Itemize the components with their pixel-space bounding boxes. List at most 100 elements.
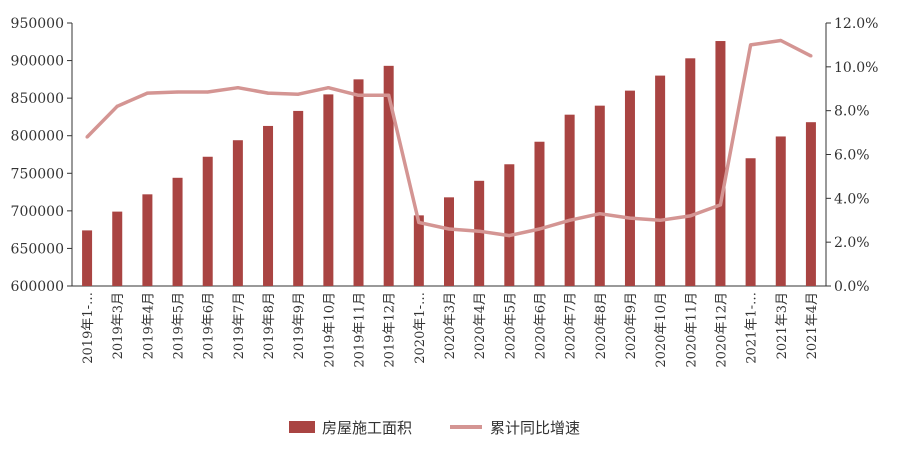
bar (82, 230, 93, 286)
right-tick-label: 2.0% (834, 235, 870, 251)
x-tick-label: 2020年12月 (714, 292, 729, 368)
line-point (206, 90, 210, 94)
bar (232, 140, 243, 286)
x-tick-label: 2021年4月 (805, 292, 820, 359)
line-point (115, 104, 119, 108)
x-tick-label: 2019年3月 (111, 292, 126, 359)
line-point (749, 43, 753, 47)
x-tick-label: 2019年5月 (172, 292, 187, 359)
line-point (296, 92, 300, 96)
line-point (507, 233, 511, 238)
bar (504, 164, 515, 286)
bar (353, 79, 364, 286)
bar (534, 141, 545, 286)
legend: 房屋施工面积 累计同比增速 (289, 419, 580, 437)
line-point (356, 93, 361, 97)
line-point (779, 38, 783, 43)
line-point (718, 203, 723, 207)
legend-label-bar: 房屋施工面积 (322, 419, 412, 437)
line-point (598, 212, 602, 216)
line-point (85, 135, 89, 139)
bar (715, 41, 726, 286)
x-tick-label: 2019年10月 (322, 292, 337, 368)
bar (413, 215, 424, 286)
x-tick-label: 2020年9月 (624, 292, 639, 359)
line-point (809, 54, 813, 58)
x-tick-label: 2020年7月 (564, 292, 579, 359)
bar (142, 194, 153, 286)
line-series (85, 38, 813, 238)
left-tick-label: 800000 (11, 129, 64, 145)
x-tick-label: 2020年3月 (443, 292, 458, 359)
bar (805, 122, 816, 286)
bar (474, 180, 485, 286)
bar (624, 90, 635, 286)
right-tick-label: 12.0% (834, 16, 878, 32)
bar (444, 197, 454, 286)
bar (263, 125, 274, 287)
bar (775, 136, 786, 286)
line-point (568, 218, 572, 222)
line-point (175, 90, 180, 94)
left-tick-label: 900000 (11, 54, 64, 70)
right-y-axis-ticks: 0.0% 2.0% 4.0% 6.0% 8.0% 10.0% 12.0% (834, 16, 878, 295)
x-tick-label: 2019年9月 (292, 292, 307, 359)
x-tick-label: 2020年11月 (684, 292, 699, 368)
x-tick-label: 2020年6月 (534, 292, 549, 359)
x-tick-label: 2020年4月 (473, 292, 488, 359)
right-tick-label: 6.0% (834, 148, 870, 164)
legend-label-line: 累计同比增速 (490, 419, 580, 437)
left-tick-label: 950000 (11, 16, 64, 32)
line-point (537, 227, 542, 231)
x-axis-ticks: 2019年1-… 2019年3月 2019年4月 2019年5月 2019年6月 2019… (81, 292, 820, 368)
line-point (417, 220, 421, 225)
x-tick-label: 2021年1-… (745, 292, 760, 364)
left-tick-label: 650000 (11, 241, 64, 257)
left-tick-label: 750000 (11, 166, 64, 182)
x-tick-label: 2019年8月 (262, 292, 277, 359)
x-tick-label: 2020年5月 (503, 292, 518, 359)
bar (594, 105, 605, 287)
x-tick-label: 2019年1-… (81, 292, 96, 364)
x-tick-label: 2019年11月 (353, 292, 368, 368)
bar (112, 211, 123, 286)
line-point (688, 214, 692, 218)
left-tick-label: 700000 (11, 204, 64, 220)
x-tick-label: 2020年10月 (654, 292, 669, 368)
right-tick-label: 8.0% (834, 104, 870, 120)
line-point (477, 229, 481, 233)
line-point (236, 86, 240, 90)
line-point (326, 86, 330, 90)
line-point (628, 216, 632, 220)
x-tick-label: 2021年3月 (775, 292, 790, 359)
bar (172, 177, 183, 286)
line-point (447, 227, 451, 231)
right-tick-label: 0.0% (834, 279, 870, 295)
line-point (387, 93, 391, 97)
right-tick-label: 4.0% (834, 191, 870, 207)
bar (383, 65, 394, 287)
left-tick-label: 600000 (11, 279, 64, 295)
bar-series (82, 41, 816, 287)
x-tick-label: 2020年8月 (594, 292, 609, 359)
bar (564, 114, 575, 286)
line-point (266, 91, 270, 95)
bar (655, 75, 666, 286)
x-tick-label: 2019年7月 (232, 292, 247, 359)
left-y-axis-ticks: 600000 650000 700000 750000 800000 850000 9000… (11, 16, 64, 295)
x-tick-label: 2019年4月 (141, 292, 156, 359)
right-tick-label: 10.0% (834, 60, 878, 76)
bar (293, 110, 304, 286)
line-point (145, 91, 149, 95)
bar (323, 94, 334, 286)
bar (202, 156, 213, 286)
legend-swatch-bar (289, 421, 315, 433)
bar (745, 158, 756, 286)
left-tick-label: 850000 (11, 91, 64, 107)
x-tick-label: 2020年1-… (413, 292, 428, 364)
x-tick-label: 2019年6月 (202, 292, 217, 359)
line-point (658, 218, 662, 222)
bar (685, 58, 696, 287)
x-tick-label: 2019年12月 (383, 292, 398, 368)
